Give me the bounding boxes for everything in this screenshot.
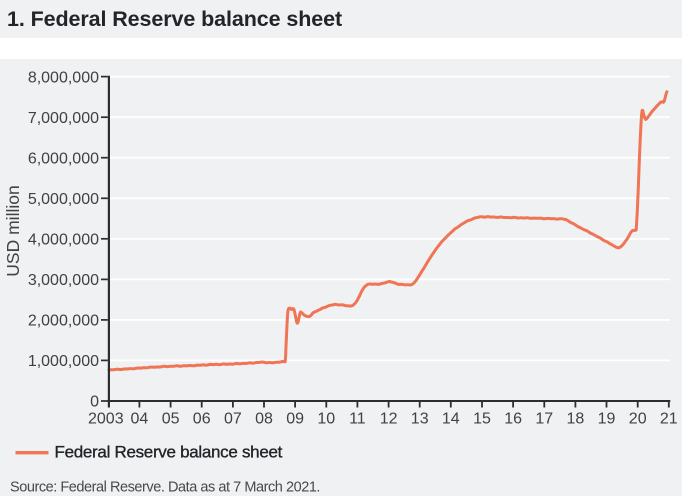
- svg-text:16: 16: [504, 411, 522, 428]
- svg-text:20: 20: [629, 411, 647, 428]
- svg-text:Federal Reserve balance sheet: Federal Reserve balance sheet: [55, 443, 283, 462]
- svg-text:21: 21: [660, 411, 678, 428]
- svg-text:8,000,000: 8,000,000: [28, 69, 99, 86]
- svg-text:2,000,000: 2,000,000: [28, 313, 99, 330]
- svg-text:07: 07: [224, 411, 242, 428]
- svg-text:5,000,000: 5,000,000: [28, 191, 99, 208]
- svg-text:10: 10: [317, 411, 335, 428]
- svg-text:4,000,000: 4,000,000: [28, 232, 99, 249]
- svg-text:11: 11: [349, 411, 366, 428]
- svg-text:19: 19: [598, 411, 616, 428]
- svg-text:USD million: USD million: [3, 185, 23, 276]
- svg-text:2003: 2003: [88, 411, 124, 428]
- svg-text:14: 14: [442, 411, 460, 428]
- svg-text:15: 15: [473, 411, 491, 428]
- svg-text:3,000,000: 3,000,000: [28, 272, 99, 289]
- svg-text:18: 18: [567, 411, 585, 428]
- svg-text:06: 06: [193, 411, 211, 428]
- svg-text:05: 05: [162, 411, 180, 428]
- svg-text:6,000,000: 6,000,000: [28, 151, 99, 168]
- svg-text:08: 08: [255, 411, 273, 428]
- svg-text:Source: Federal Reserve. Data: Source: Federal Reserve. Data as at 7 Ma…: [10, 480, 320, 496]
- svg-text:1,000,000: 1,000,000: [28, 353, 99, 370]
- svg-text:7,000,000: 7,000,000: [28, 110, 99, 127]
- svg-text:09: 09: [286, 411, 304, 428]
- svg-text:0: 0: [90, 394, 99, 411]
- svg-text:17: 17: [535, 411, 553, 428]
- svg-text:13: 13: [411, 411, 429, 428]
- svg-text:04: 04: [131, 411, 149, 428]
- svg-text:12: 12: [380, 411, 398, 428]
